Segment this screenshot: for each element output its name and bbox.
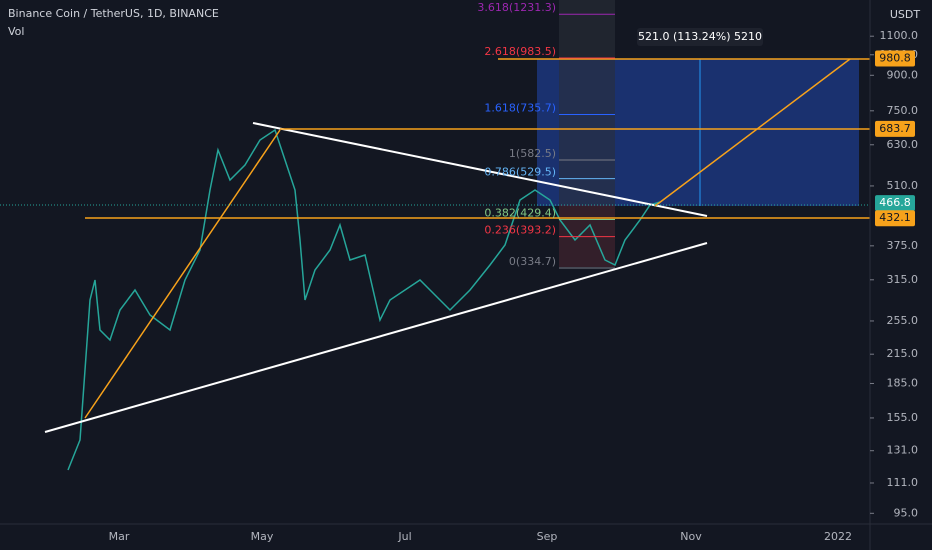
price-tick-label: 750.0 — [887, 104, 919, 117]
fib-label: 1(582.5) — [509, 147, 556, 160]
time-label: Mar — [109, 530, 130, 543]
price-tick-label: 185.0 — [887, 376, 919, 389]
fib-label: 0(334.7) — [509, 255, 556, 268]
price-tick-label: 630.0 — [887, 138, 919, 151]
price-tick-label: 95.0 — [894, 506, 919, 519]
resistance-trendline — [252, 122, 708, 217]
price-tick-label: 215.0 — [887, 347, 919, 360]
fib-label: 0.786(529.5) — [484, 166, 556, 179]
fib-label: 0.236(393.2) — [484, 224, 556, 237]
price-tick-label: 510.0 — [887, 179, 919, 192]
fib-label: 1.618(735.7) — [484, 102, 556, 115]
measure-box — [637, 28, 763, 46]
price-tag-label: 466.8 — [879, 196, 911, 209]
price-tick-label: 315.0 — [887, 273, 919, 286]
fib-zone — [559, 0, 615, 205]
price-tag — [875, 210, 915, 227]
price-tag-label: 980.8 — [879, 52, 911, 65]
time-label: Nov — [680, 530, 702, 543]
price-tick-label: 900.0 — [887, 68, 919, 81]
measure-label: 521.0 (113.24%) 5210 — [638, 30, 762, 43]
time-label: May — [251, 530, 274, 543]
fib-label: 0.382(429.4) — [484, 206, 556, 219]
price-tick-label: 155.0 — [887, 411, 919, 424]
price-axis — [870, 0, 932, 550]
price-tag — [875, 50, 915, 67]
currency: USDT — [890, 8, 921, 21]
price-tag — [875, 195, 915, 212]
price-tick-label: 375.0 — [887, 239, 919, 252]
price-tag — [875, 120, 915, 137]
price-tick-label: 131.0 — [887, 444, 919, 457]
indicator-label: Vol — [8, 25, 24, 38]
price-tag-label: 432.1 — [879, 211, 911, 224]
time-label: Jul — [397, 530, 411, 543]
impulse-line — [84, 129, 281, 419]
target-arrow — [654, 58, 851, 207]
fib-zone-lower — [559, 205, 615, 267]
time-label: 2022 — [824, 530, 852, 543]
price-tick-label: 111.0 — [887, 476, 919, 489]
price-tick-label: 1100.0 — [880, 29, 919, 42]
price-tag-label: 683.7 — [879, 122, 911, 135]
fib-label: 2.618(983.5) — [484, 45, 556, 58]
time-label: Sep — [537, 530, 558, 543]
price-line — [67, 128, 661, 471]
symbol-title: Binance Coin / TetherUS, 1D, BINANCE — [8, 7, 219, 20]
support-trendline — [44, 242, 708, 433]
fib-label: 3.618(1231.3) — [477, 1, 556, 14]
price-tick-label: 255.0 — [887, 314, 919, 327]
currency-box — [884, 6, 924, 22]
